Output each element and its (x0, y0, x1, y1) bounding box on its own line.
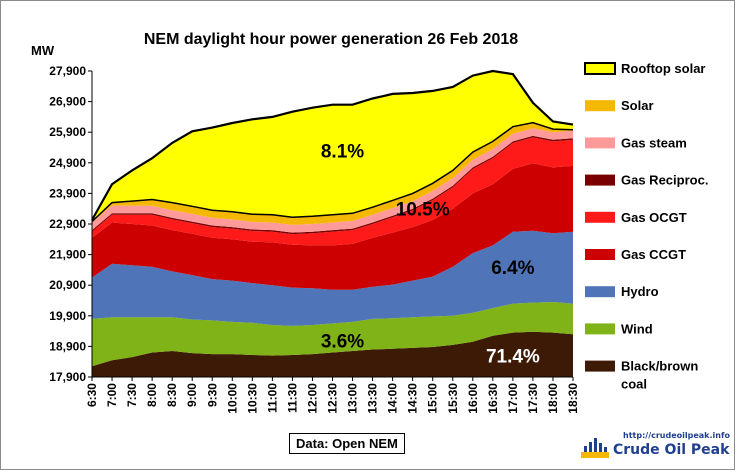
x-tick-label: 11:00 (265, 383, 279, 413)
x-tick-label: 9:30 (205, 383, 219, 407)
x-tick-label: 13:00 (346, 383, 360, 414)
crude-oil-peak-logo[interactable]: http://crudeoilpeak.info Crude Oil Peak (561, 430, 731, 464)
y-tick-label: 20,900 (49, 278, 86, 292)
share-label: 71.4% (486, 347, 540, 368)
legend-swatch-wind (585, 323, 615, 335)
x-tick-label: 7:00 (105, 383, 119, 407)
y-tick-label: 26,900 (49, 95, 86, 109)
legend-swatch-hydro (585, 286, 615, 298)
share-label: 6.4% (491, 258, 534, 279)
legend-label: Rooftop solar (621, 61, 706, 76)
share-label: 10.5% (396, 200, 450, 221)
area-rooftop (92, 71, 573, 222)
legend-label: Solar (621, 98, 654, 113)
total-outline (91, 69, 574, 223)
legend-swatch-gas_steam (585, 137, 615, 149)
x-tick-label: 7:30 (125, 383, 139, 407)
x-tick-labels: 6:30 7:00 7:30 8:00 8:30 9:00 9:30 10:00 10:30 11… (85, 377, 580, 414)
oil-rig-icon (581, 438, 609, 458)
y-axis-unit: MW (31, 43, 55, 58)
area-wind (92, 302, 573, 367)
x-tick-label: 16:30 (486, 383, 500, 414)
x-tick-label: 10:00 (225, 383, 239, 414)
legend-label: Gas OCGT (621, 210, 687, 225)
y-tick-label: 18,900 (49, 339, 86, 353)
x-tick-label: 15:00 (426, 383, 440, 414)
x-tick-label: 9:00 (185, 383, 199, 407)
legend-swatch-gas_ccgt (585, 249, 615, 260)
y-tick-label: 24,900 (49, 156, 86, 170)
x-tick-label: 17:30 (526, 383, 540, 414)
x-tick-label: 12:00 (305, 383, 319, 414)
x-tick-label: 17:00 (506, 383, 520, 414)
y-tick-labels: 17,900 18,900 19,900 20,900 21,900 22,900 23,9… (49, 64, 92, 384)
area-gas_ccgt (92, 163, 573, 290)
y-tick-label: 22,900 (49, 217, 86, 231)
x-tick-label: 18:30 (566, 383, 580, 414)
legend-swatch-solar (585, 100, 615, 112)
chart-title: NEM daylight hour power generation 26 Fe… (143, 31, 519, 48)
share-label: 3.6% (321, 331, 364, 352)
legend: Rooftop solar Solar Gas steam Gas Reciproc.… (584, 61, 708, 392)
logo-name: Crude Oil Peak (613, 442, 730, 458)
legend-swatch-rooftop (584, 62, 616, 75)
legend-swatch-coal (585, 360, 615, 372)
x-tick-label: 18:00 (546, 383, 560, 414)
legend-label: Wind (621, 321, 653, 336)
x-tick-label: 14:30 (406, 383, 420, 414)
x-tick-label: 8:30 (165, 383, 179, 407)
legend-label: Hydro (621, 284, 659, 299)
y-tick-label: 19,900 (49, 309, 86, 323)
logo-url[interactable]: http://crudeoilpeak.info (623, 431, 730, 440)
area-hydro (92, 230, 573, 326)
x-tick-label: 14:00 (386, 383, 400, 414)
grid-total-line (91, 121, 574, 223)
area-layers (92, 71, 573, 377)
legend-label: Gas steam (621, 135, 687, 150)
y-tick-label: 17,900 (49, 370, 86, 384)
y-tick-label: 23,900 (49, 186, 86, 200)
x-tick-label: 6:30 (85, 383, 99, 407)
area-gas_ocgt (92, 137, 573, 246)
share-label: 8.1% (321, 142, 364, 163)
x-tick-label: 12:30 (326, 383, 340, 414)
data-source-label: Data: Open NEM (289, 433, 405, 454)
x-tick-label: 11:30 (285, 383, 299, 413)
legend-swatch-gas_recip (585, 174, 615, 186)
legend-swatch-gas_ocgt (585, 211, 615, 223)
y-tick-label: 27,900 (49, 64, 86, 78)
x-tick-label: 8:00 (145, 383, 159, 407)
y-tick-label: 21,900 (49, 248, 86, 262)
legend-label: coal (621, 377, 647, 392)
legend-label: Black/brown (621, 359, 698, 374)
legend-label: Gas CCGT (621, 247, 686, 262)
legend-label: Gas Reciproc. (621, 173, 708, 188)
x-tick-label: 15:30 (446, 383, 460, 414)
x-tick-label: 13:30 (366, 383, 380, 414)
share-annotations: 8.1% 10.5% 6.4% 3.6% 71.4% (321, 142, 540, 368)
x-tick-label: 16:00 (466, 383, 480, 414)
x-tick-label: 10:30 (245, 383, 259, 414)
y-tick-label: 25,900 (49, 125, 86, 139)
area-coal (92, 331, 573, 377)
total-line (91, 69, 574, 221)
